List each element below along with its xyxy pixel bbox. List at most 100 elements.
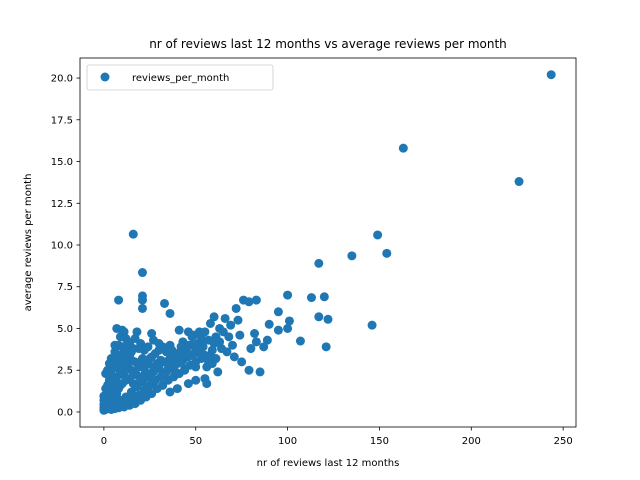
data-point [314,258,324,268]
data-point [145,369,155,379]
legend-box [86,64,274,91]
data-point [398,143,408,153]
data-point [209,312,219,322]
data-point [367,320,377,330]
data-point [160,370,169,380]
data-point [251,295,261,305]
data-point [262,335,272,345]
data-point [237,357,247,367]
data-point [200,327,210,337]
x-tick-label: 150 [370,436,389,447]
data-point [314,312,324,322]
data-point [110,340,120,350]
y-axis-label: average reviews per month [23,174,34,312]
data-point [137,295,147,305]
data-point [211,354,221,364]
data-point [264,319,274,329]
y-tick-label: 5.0 [57,324,73,335]
x-tick-label: 100 [278,436,297,447]
data-point [121,354,131,364]
data-point [119,327,129,337]
data-point [226,320,236,330]
plot-area-frame [79,57,577,428]
data-point [174,325,184,335]
data-point [205,318,215,328]
data-point [251,337,261,347]
data-point [321,342,331,352]
data-point [250,329,260,338]
data-point [172,349,182,359]
data-point [200,350,210,360]
data-point [295,336,305,346]
data-point [347,251,357,261]
data-point [123,337,133,347]
y-tick-label: 17.5 [51,115,73,126]
y-tick-label: 15.0 [51,157,73,168]
data-point [235,330,245,340]
y-tick-label: 12.5 [51,199,73,210]
data-point [227,340,237,350]
data-point [136,339,146,349]
x-tick-label: 0 [101,436,107,447]
y-tick-label: 7.5 [57,282,73,293]
y-tick-label: 0.0 [57,407,73,418]
x-axis-ticks: 0 50 100 150 200 250 [101,427,573,447]
data-point [158,342,168,352]
data-point [323,314,333,324]
data-point [165,308,175,318]
data-point [172,384,182,394]
data-point [244,297,254,307]
data-point [189,330,199,340]
x-tick-label: 200 [462,436,481,447]
data-point [174,357,184,367]
data-point [136,375,146,385]
points-layer [99,70,556,415]
data-point [231,303,241,313]
data-point [160,298,169,308]
data-point [215,337,225,347]
y-tick-label: 10.0 [51,241,73,252]
data-point [128,379,138,389]
data-point [137,268,147,278]
data-point [273,307,283,317]
legend: reviews_per_month [86,64,274,91]
data-point [284,316,294,326]
y-axis-ticks: 0.0 2.5 5.0 7.5 10.0 12.5 15.0 17.5 20.0 [51,74,80,418]
data-point [246,344,256,354]
data-point [259,342,269,352]
data-point [185,350,195,360]
data-point [171,367,181,377]
data-point [141,382,151,392]
data-point [546,70,556,80]
y-tick-label: 20.0 [51,74,73,85]
data-point [273,325,283,335]
data-point [255,367,265,377]
y-tick-label: 2.5 [57,366,73,377]
x-tick-label: 250 [554,436,573,447]
data-point [128,229,138,239]
data-point [193,345,203,355]
data-point [183,379,193,389]
data-point [382,248,392,258]
chart-title: nr of reviews last 12 months vs average … [149,37,507,51]
data-point [202,379,212,389]
data-point [165,387,175,397]
data-point [220,313,230,323]
data-point [183,340,193,350]
data-point [191,375,201,385]
data-point [137,303,147,313]
data-point [224,332,234,342]
x-tick-label: 50 [189,436,202,447]
data-point [163,364,173,374]
legend-marker [100,72,110,82]
data-point [514,177,524,187]
data-point [373,230,383,240]
data-point [207,345,217,355]
data-point [114,295,124,305]
data-point [126,347,136,357]
data-point [213,367,223,377]
data-point [204,335,214,345]
data-point [229,352,239,362]
data-point [283,290,293,300]
